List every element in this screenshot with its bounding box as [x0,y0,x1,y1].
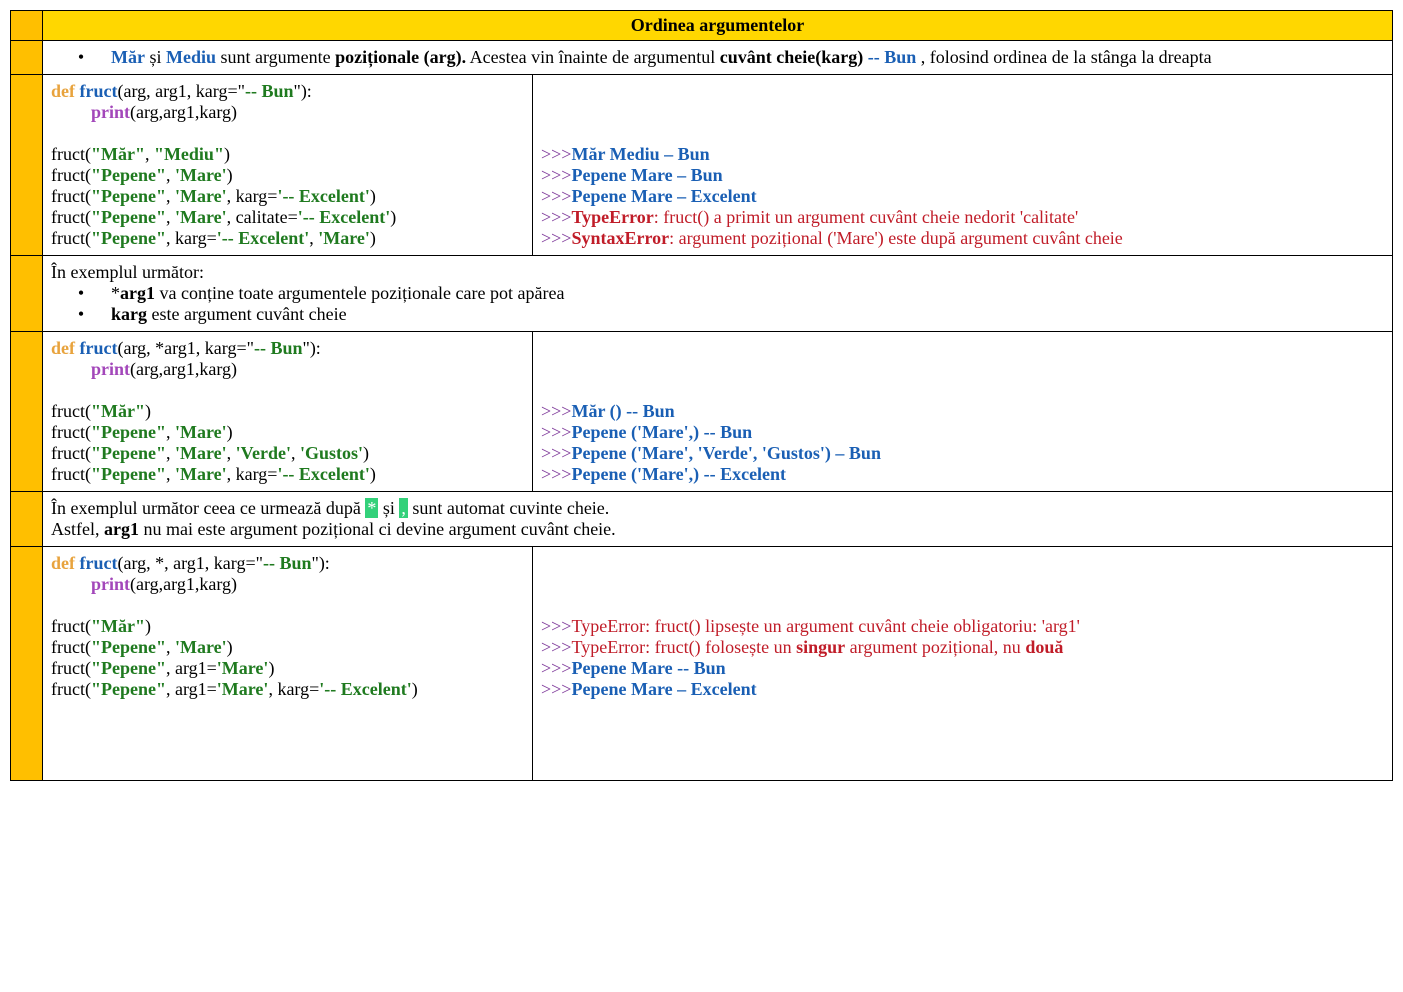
intro-word-mar: Măr [111,47,145,67]
comma-highlight: , [399,498,408,518]
star-highlight: * [365,498,378,518]
gutter [11,547,43,781]
intro-word-mediu: Mediu [166,47,216,67]
bullet-icon: • [51,304,111,325]
gutter [11,492,43,547]
intro-row: • Măr și Mediu sunt argumente pozițional… [43,41,1393,75]
bullet-icon: • [51,47,111,68]
sec2-code: def fruct(arg, *arg1, karg="-- Bun"): pr… [43,332,533,492]
gutter [11,11,43,41]
sec1-code: def fruct(arg, arg1, karg="-- Bun"): pri… [43,75,533,256]
argument-order-table: Ordinea argumentelor • Măr și Mediu sunt… [10,10,1393,781]
bullet-icon: • [51,283,111,304]
sec3-code: def fruct(arg, *, arg1, karg="-- Bun"): … [43,547,533,781]
table-title: Ordinea argumentelor [43,11,1393,41]
sec2-output: >>>Măr () -- Bun >>>Pepene ('Mare',) -- … [533,332,1393,492]
gutter [11,41,43,75]
gutter [11,332,43,492]
gutter [11,256,43,332]
gutter [11,75,43,256]
mid1-row: În exemplul următor: •*arg1 va conține t… [43,256,1393,332]
sec1-output: >>>Măr Mediu – Bun >>>Pepene Mare – Bun … [533,75,1393,256]
mid2-row: În exemplul următor ceea ce urmează după… [43,492,1393,547]
sec3-output: >>>TypeError: fruct() lipsește un argume… [533,547,1393,781]
